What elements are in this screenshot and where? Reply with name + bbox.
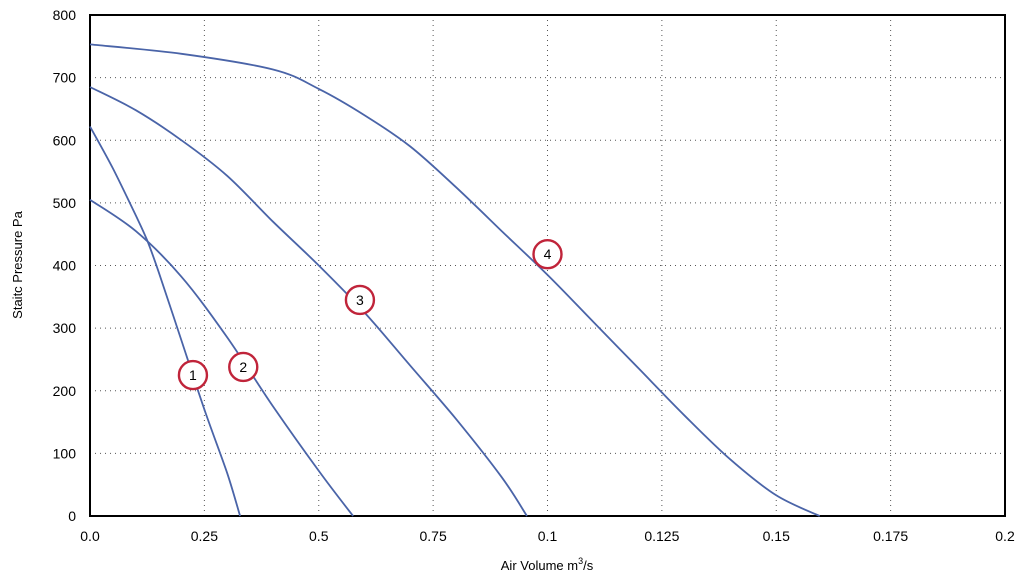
x-tick-label: 0.175 (873, 528, 908, 544)
fan-curve-2 (89, 198, 354, 517)
marker-circle (228, 351, 259, 383)
y-tick-label: 100 (53, 445, 77, 461)
fan-curve-3 (89, 86, 528, 517)
curve-marker-4: 4 (532, 239, 563, 270)
y-tick-label: 200 (53, 383, 77, 399)
fan-curve-1 (89, 126, 241, 517)
y-tick-label: 500 (53, 195, 77, 211)
x-tick-label: 0.125 (644, 528, 679, 544)
marker-circle (177, 359, 209, 391)
x-tick-label: 0.25 (191, 528, 218, 544)
fan-curve-4 (89, 43, 821, 517)
marker-circle (532, 239, 563, 270)
marker-circle (344, 284, 376, 316)
marker-label: 3 (356, 292, 364, 308)
x-axis-title: Air Volume m3/s (501, 556, 594, 573)
marker-label: 1 (189, 367, 197, 383)
marker-label: 2 (239, 359, 247, 375)
x-axis-title-main: Air Volume m (501, 558, 578, 573)
y-tick-label: 800 (53, 7, 77, 23)
y-axis-ticks: 0 100 200 300 400 500 600 700 800 (53, 7, 77, 524)
curve-marker-1: 1 (177, 359, 209, 391)
plot-frame (89, 14, 1006, 517)
curve-marker-2: 2 (228, 351, 259, 383)
x-tick-label: 0.0 (80, 528, 100, 544)
y-tick-label: 600 (53, 132, 77, 148)
marker-label: 4 (544, 246, 552, 262)
y-tick-label: 300 (53, 320, 77, 336)
curve-marker-group: 1 2 3 4 (177, 239, 563, 391)
x-tick-label: 0.2 (995, 528, 1015, 544)
y-axis-title: Staitc Pressure Pa (10, 210, 25, 318)
x-tick-label: 0.5 (309, 528, 329, 544)
y-tick-label: 0 (68, 508, 76, 524)
y-tick-label: 400 (53, 258, 77, 274)
x-axis-title-suffix: /s (583, 558, 594, 573)
y-tick-label: 700 (53, 70, 77, 86)
x-axis-title-superscript: 3 (578, 556, 583, 566)
curve-series-group (89, 43, 821, 517)
x-tick-label: 0.1 (538, 528, 558, 544)
curve-marker-3: 3 (344, 284, 376, 316)
x-tick-label: 0.75 (420, 528, 447, 544)
x-axis-ticks: 0.0 0.25 0.5 0.75 0.1 0.125 0.15 0.175 0.2 (80, 528, 1015, 544)
x-tick-label: 0.15 (763, 528, 790, 544)
